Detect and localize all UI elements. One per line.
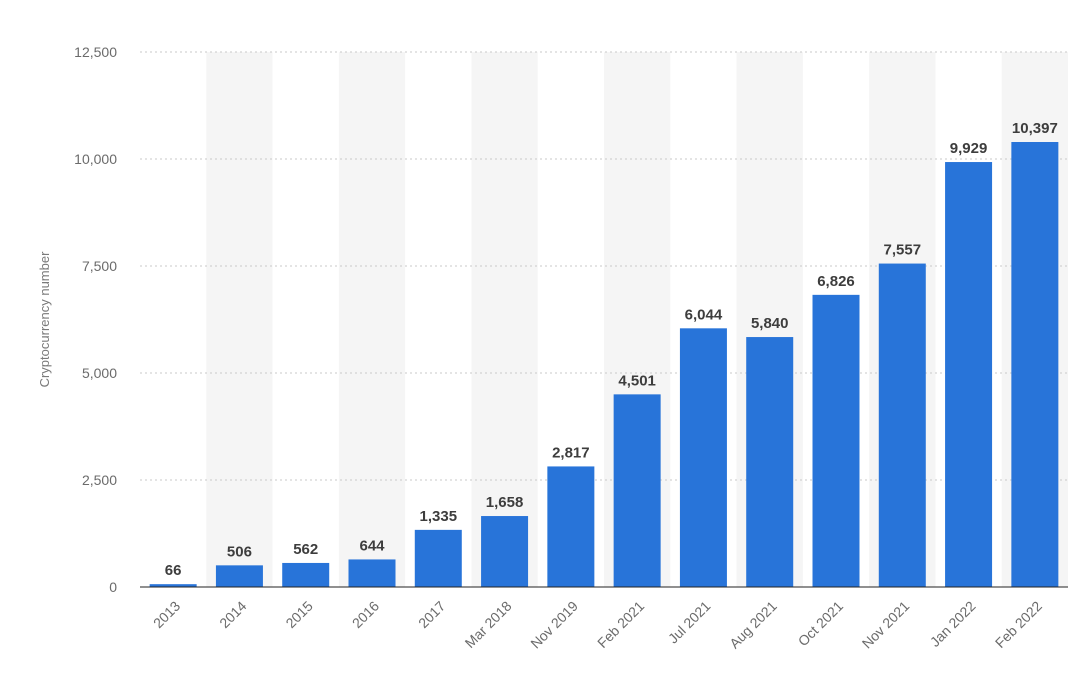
y-tick-label: 5,000 xyxy=(82,365,117,381)
x-tick-label: 2016 xyxy=(349,598,382,631)
x-tick-label: 2014 xyxy=(216,598,249,631)
bar xyxy=(414,529,462,587)
x-tick-label: Jul 2021 xyxy=(665,598,714,647)
x-tick-label: Nov 2021 xyxy=(859,598,913,652)
y-tick-label: 0 xyxy=(109,579,117,595)
bar xyxy=(282,562,330,587)
y-tick-label: 10,000 xyxy=(74,151,117,167)
category-band xyxy=(471,52,538,587)
data-label: 1,658 xyxy=(486,494,524,511)
data-labels: 66 506 562 644 1,335 1,658 2,817 4,501 6,044 5,84… xyxy=(165,120,1058,579)
bar xyxy=(613,394,661,587)
x-tick-label: Feb 2021 xyxy=(594,598,647,651)
bar xyxy=(679,328,727,587)
bar xyxy=(149,584,197,587)
x-tick-label: Nov 2019 xyxy=(527,598,581,652)
data-label: 562 xyxy=(293,541,318,558)
bar xyxy=(812,294,860,587)
y-tick-label: 12,500 xyxy=(74,44,117,60)
category-band xyxy=(206,52,273,587)
bar xyxy=(481,516,529,587)
x-tick-label: 2013 xyxy=(150,598,183,631)
data-label: 10,397 xyxy=(1012,120,1058,137)
x-tick-label: Feb 2022 xyxy=(992,598,1045,651)
bar xyxy=(1011,142,1059,587)
y-axis-ticks: 0 2,500 5,000 7,500 10,000 12,500 xyxy=(74,44,117,595)
data-label: 1,335 xyxy=(420,508,458,525)
x-tick-label: 2015 xyxy=(282,598,315,631)
bar xyxy=(945,162,993,587)
data-label: 644 xyxy=(359,537,385,554)
y-tick-label: 7,500 xyxy=(82,258,117,274)
data-label: 6,044 xyxy=(685,306,723,323)
data-label: 6,826 xyxy=(817,273,855,290)
y-tick-label: 2,500 xyxy=(82,472,117,488)
x-tick-label: 2017 xyxy=(415,598,448,631)
data-label: 7,557 xyxy=(884,242,922,259)
data-label: 9,929 xyxy=(950,140,988,157)
x-tick-label: Mar 2018 xyxy=(462,598,515,651)
bar xyxy=(746,337,794,587)
category-band xyxy=(338,52,406,587)
bar xyxy=(215,565,263,587)
data-label: 506 xyxy=(227,543,252,560)
data-label: 66 xyxy=(165,562,182,579)
x-tick-label: Aug 2021 xyxy=(726,598,780,652)
data-label: 2,817 xyxy=(552,444,590,461)
x-tick-label: Jan 2022 xyxy=(927,598,979,650)
bar xyxy=(547,466,595,587)
bar xyxy=(878,263,926,587)
y-axis-title: Cryptocurrency number xyxy=(37,251,52,387)
bar xyxy=(348,559,396,587)
x-tick-label: Oct 2021 xyxy=(795,598,847,650)
bars xyxy=(149,142,1059,587)
data-label: 4,501 xyxy=(618,372,656,389)
data-label: 5,840 xyxy=(751,315,789,332)
x-axis-ticks: 2013 2014 2015 2016 2017 Mar 2018 Nov 2019 Feb … xyxy=(150,598,1045,652)
